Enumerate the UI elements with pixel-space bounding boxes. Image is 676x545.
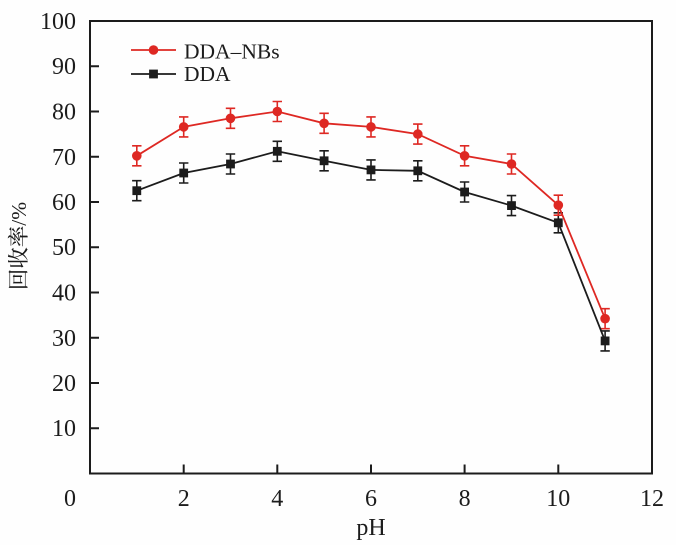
- svg-text:/%: /%: [7, 202, 31, 226]
- svg-text:50: 50: [52, 235, 76, 261]
- svg-text:10: 10: [546, 486, 570, 512]
- svg-text:80: 80: [52, 100, 76, 126]
- svg-text:70: 70: [52, 145, 76, 171]
- svg-text:pH: pH: [356, 515, 385, 541]
- svg-text:6: 6: [365, 486, 377, 512]
- svg-text:40: 40: [52, 281, 76, 307]
- svg-text:12: 12: [640, 486, 664, 512]
- svg-text:DDA: DDA: [184, 62, 231, 86]
- svg-text:0: 0: [64, 486, 76, 512]
- svg-text:100: 100: [40, 9, 76, 35]
- svg-text:20: 20: [52, 371, 76, 397]
- svg-text:DDA–NBs: DDA–NBs: [184, 40, 280, 64]
- svg-text:90: 90: [52, 54, 76, 80]
- svg-text:60: 60: [52, 190, 76, 216]
- svg-text:30: 30: [52, 326, 76, 352]
- svg-text:2: 2: [178, 486, 190, 512]
- svg-text:10: 10: [52, 416, 76, 442]
- svg-text:4: 4: [271, 486, 283, 512]
- svg-text:8: 8: [459, 486, 471, 512]
